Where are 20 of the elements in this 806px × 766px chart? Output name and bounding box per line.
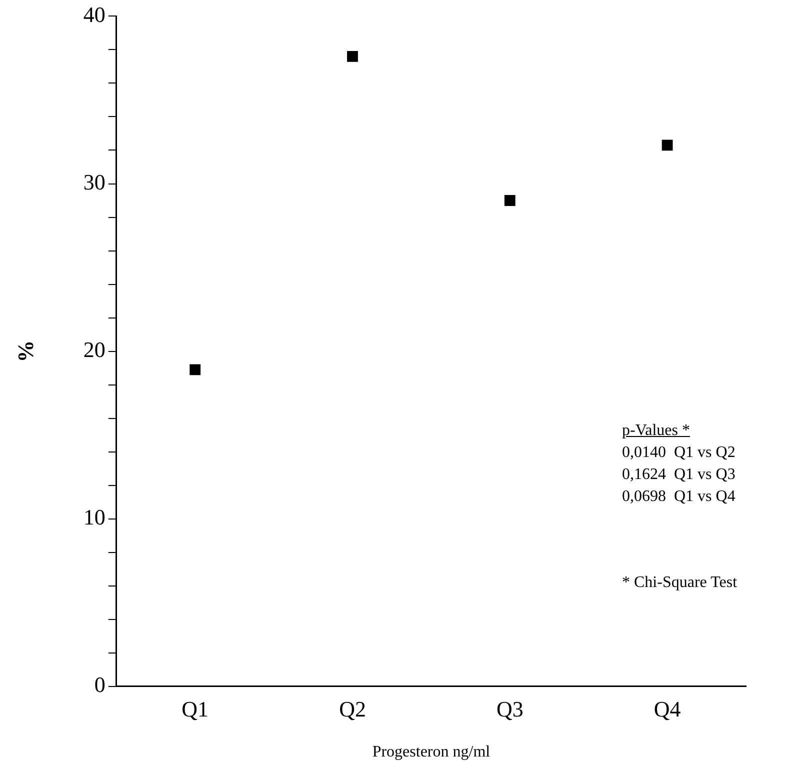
annotation: 0,1624 Q1 vs Q3	[622, 465, 736, 485]
y-axis-title: %	[12, 340, 38, 362]
point	[504, 195, 516, 206]
annotation: 0,0698 Q1 vs Q4	[622, 487, 736, 507]
x-tick-label: Q1	[182, 696, 209, 722]
x-tick-label: Q2	[339, 696, 366, 722]
annotation: * Chi-Square Test	[622, 573, 738, 593]
point	[662, 140, 673, 151]
point	[190, 364, 201, 376]
x-tick-label: Q4	[654, 696, 681, 722]
y-tick-label: 30	[83, 170, 106, 195]
x-axis-title: Progesteron ng/ml	[372, 744, 491, 761]
y-tick-label: 20	[83, 337, 106, 362]
annotation: 0,0140 Q1 vs Q2	[622, 443, 736, 463]
x-tick-label: Q3	[496, 696, 524, 722]
annotation: p-Values *	[622, 421, 691, 441]
y-tick-label: 40	[83, 2, 106, 27]
y-tick-label: 10	[83, 504, 106, 530]
y-tick-label: 0	[94, 672, 106, 698]
point	[347, 50, 358, 62]
